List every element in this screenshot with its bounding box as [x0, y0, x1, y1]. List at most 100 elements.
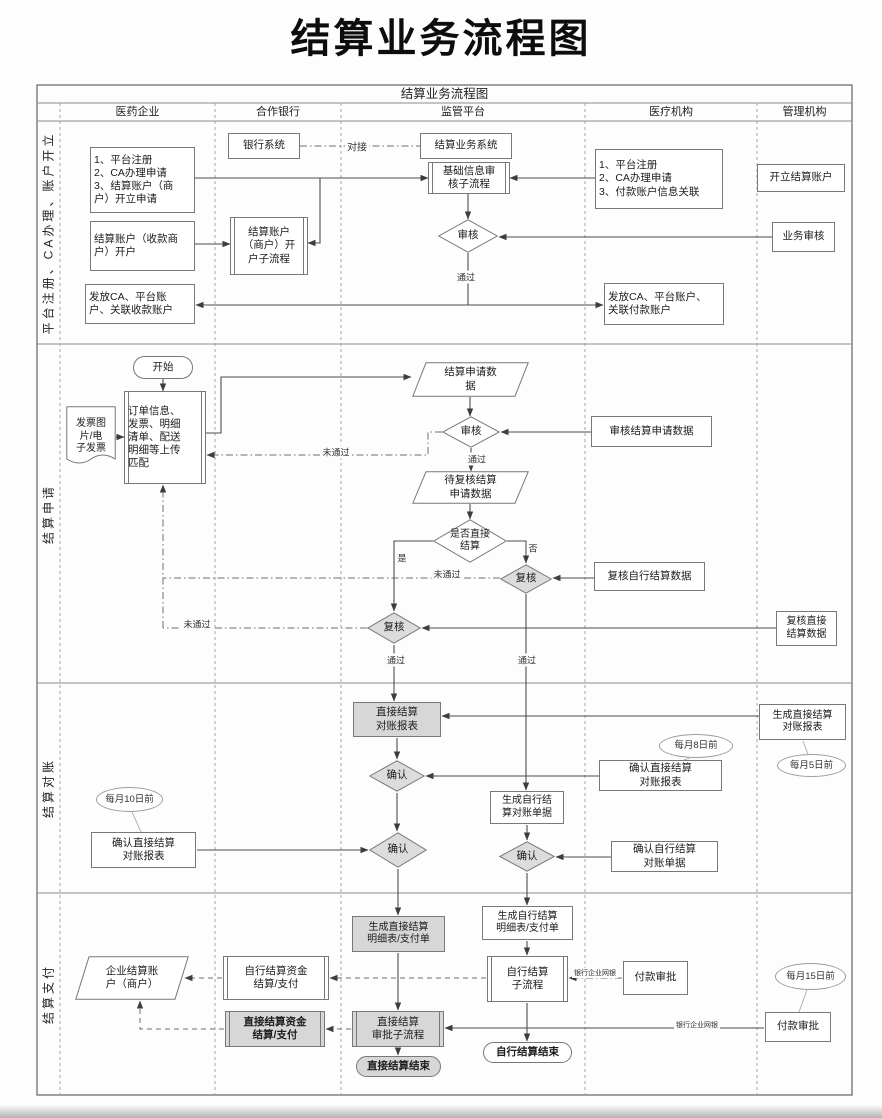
- confirm-diamond-3-label: 确认: [516, 849, 538, 862]
- pharma-register-list-label: 1、平台注册 2、CA办理申请 3、结算账户（商 户）开立申请: [94, 153, 174, 206]
- recheck-diamond-2: 复核: [367, 612, 421, 644]
- self-fund-settle-pay: 自行结算资金 结算/支付: [223, 956, 329, 1000]
- direct-settle-end: 直接结算结束: [356, 1056, 441, 1077]
- page-title: 结算业务流程图: [290, 17, 592, 61]
- review-apply-data: 审核结算申请数据: [591, 416, 712, 447]
- invoice-document-label: 发票图 片/电 子发票: [76, 418, 106, 455]
- direct-fund-settle-pay: 直接结算资金 结算/支付: [225, 1011, 325, 1047]
- edge-dock-label: 对接: [345, 138, 369, 154]
- open-settlement-account-label: 开立结算账户: [769, 171, 833, 184]
- self-settle-end-label: 自行结算结束: [496, 1045, 559, 1058]
- direct-approve-subprocess-label: 直接结算 审批子流程: [371, 1015, 425, 1041]
- edge-branch-to-open-sub: [307, 178, 321, 247]
- bank-system-label: 银行系统: [243, 139, 285, 152]
- edge-isdirect-yes-label: 是: [395, 551, 409, 565]
- confirm-self-recon-doc: 确认自行结算 对账单据: [611, 841, 718, 872]
- settlement-business-system: 结算业务系统: [420, 133, 512, 159]
- self-fund-settle-pay-label: 自行结算资金 结算/支付: [244, 964, 308, 990]
- edge-payhosp-to-selfsub-label: 银行企业网银: [572, 968, 618, 978]
- monthly-10-callout: 每月10日前: [96, 787, 163, 812]
- edge-upload-to-applydata: [206, 373, 412, 434]
- edge-directfund-to-account: [136, 1000, 224, 1030]
- confirm-diamond-1: 确认: [369, 760, 425, 792]
- recheck-direct-data-label: 复核直接 结算数据: [786, 616, 827, 640]
- monthly-15-callout-label: 每月15日前: [786, 970, 835, 982]
- confirm-direct-report-pharma-label: 确认直接结算 对账报表: [112, 836, 175, 862]
- edge-review2-pass-label: 通过: [465, 452, 489, 466]
- merchant-open-subprocess: 结算账户 （商户）开 户子流程: [230, 217, 308, 275]
- tail-monthly15: [798, 989, 808, 1013]
- monthly-8-callout-label: 每月8日前: [674, 740, 718, 752]
- monthly-5-callout-label: 每月5日前: [789, 759, 834, 771]
- settlement-apply-data: 结算申请数 据: [412, 362, 529, 397]
- row-label-4: 结算支付: [41, 963, 56, 1025]
- tail-monthly5: [802, 740, 809, 755]
- gen-direct-detail-label: 生成直接结算 明细表/支付单: [367, 921, 430, 945]
- pay-approve-admin: 付款审批: [765, 1012, 831, 1042]
- diagram-outer-border: [36, 84, 853, 1096]
- edge-recheck2-pass-label: 通过: [384, 653, 408, 667]
- recheck-self-data-label: 复核自行结算数据: [607, 569, 692, 582]
- gen-direct-detail: 生成直接结算 明细表/支付单: [352, 916, 445, 952]
- direct-recon-report-label: 直接结算 对账报表: [376, 706, 418, 732]
- diagram-title: 结算业务流程图: [400, 87, 489, 101]
- invoice-document: 发票图 片/电 子发票: [66, 406, 116, 468]
- bank-system: 银行系统: [228, 133, 300, 159]
- edge-recheck2-fail-label: 未通过: [181, 617, 213, 631]
- recheck-direct-data: 复核直接 结算数据: [776, 611, 837, 646]
- edge-review1-pass-down-label: 通过: [454, 270, 478, 284]
- gen-self-detail-label: 生成自行结算 明细表/支付单: [496, 910, 559, 934]
- confirm-direct-report-hosp-label: 确认直接结算 对账报表: [629, 762, 692, 788]
- edge-recheck1-pass-label: 通过: [515, 653, 539, 667]
- edge-recheck1-fail-label: 未通过: [431, 567, 463, 581]
- issue-ca-payer: 发放CA、平台账户、 关联付款账户: [604, 283, 724, 325]
- row-label-1: 平台注册、CA办理、账户开立: [41, 131, 56, 334]
- self-settle-subprocess-label: 自行结算 子流程: [506, 965, 549, 991]
- gen-self-detail: 生成自行结算 明细表/支付单: [482, 906, 573, 940]
- tail-monthly10: [131, 811, 142, 833]
- edge-payadmin-to-approve-label: 银行企业网银: [674, 1020, 720, 1030]
- direct-recon-report: 直接结算 对账报表: [353, 702, 441, 737]
- edge-review2-fail: [206, 431, 442, 459]
- review-diamond-1-label: 审核: [457, 229, 479, 242]
- review-apply-data-label: 审核结算申请数据: [609, 424, 694, 437]
- gen-direct-recon-report: 生成直接结算 对账报表: [759, 704, 846, 740]
- enterprise-settle-account: 企业结算账 户（商户）: [75, 956, 189, 1000]
- confirm-direct-report-hosp: 确认直接结算 对账报表: [599, 760, 722, 791]
- review-diamond-2: 审核: [442, 416, 500, 448]
- issue-ca-merchant: 发放CA、平台账 户、关联收款账户: [85, 284, 195, 324]
- confirm-diamond-2: 确认: [369, 832, 427, 868]
- pending-recheck-data: 待复核结算 申请数据: [412, 471, 529, 504]
- row-label-2: 结算申请: [41, 483, 56, 544]
- confirm-diamond-2-label: 确认: [387, 843, 409, 856]
- basic-info-review-subprocess: 基础信息审 核子流程: [428, 162, 510, 194]
- is-direct-settle-decision-label: 是否直接 结算: [450, 528, 490, 552]
- review-diamond-2-label: 审核: [460, 425, 482, 438]
- gen-self-recon-doc-label: 生成自行结 算对账单据: [502, 795, 552, 819]
- hospital-register-list: 1、平台注册 2、CA办理申请 3、付款账户信息关联: [595, 149, 723, 209]
- pay-approve-hospital: 付款审批: [623, 961, 688, 995]
- direct-fund-settle-pay-label: 直接结算资金 结算/支付: [243, 1015, 307, 1041]
- confirm-self-recon-doc-label: 确认自行结算 对账单据: [633, 843, 696, 869]
- settlement-apply-data-label: 结算申请数 据: [444, 366, 497, 392]
- pay-approve-hospital-label: 付款审批: [634, 971, 677, 984]
- scan-shadow-band: [0, 1106, 882, 1118]
- pending-recheck-data-label: 待复核结算 申请数据: [444, 474, 497, 500]
- self-settle-subprocess: 自行结算 子流程: [487, 956, 568, 1002]
- column-header-1: 医药企业: [115, 106, 160, 118]
- edge-review2-fail-label: 未通过: [320, 445, 352, 459]
- direct-settle-end-label: 直接结算结束: [367, 1059, 430, 1072]
- recheck-diamond-1: 复核: [500, 564, 552, 594]
- edge-isdirect-no-label: 否: [526, 541, 540, 555]
- edge-isdirect-yes: [390, 540, 433, 612]
- monthly-10-callout-label: 每月10日前: [105, 793, 154, 805]
- settlement-business-system-label: 结算业务系统: [434, 139, 498, 152]
- recheck-diamond-1-label: 复核: [515, 572, 537, 585]
- issue-ca-merchant-label: 发放CA、平台账 户、关联收款账户: [89, 290, 173, 316]
- column-header-4: 医疗机构: [649, 106, 693, 118]
- edge-isdirect-no: [507, 540, 530, 564]
- recheck-self-data: 复核自行结算数据: [594, 562, 705, 591]
- review-diamond-1: 审核: [438, 219, 498, 253]
